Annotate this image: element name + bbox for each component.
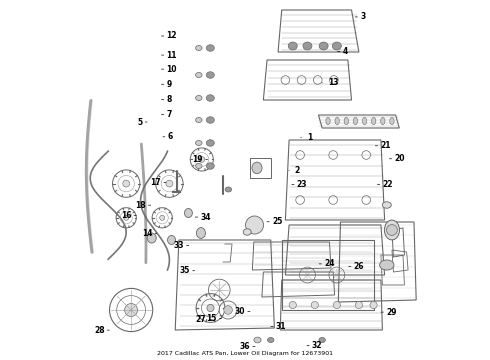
Text: 33: 33	[173, 241, 189, 250]
Circle shape	[166, 180, 173, 187]
Ellipse shape	[206, 140, 214, 146]
Text: 16: 16	[121, 211, 136, 220]
Text: 25: 25	[267, 217, 282, 226]
Text: 18: 18	[135, 201, 151, 210]
Circle shape	[355, 301, 363, 309]
Ellipse shape	[243, 229, 251, 235]
Text: 14: 14	[142, 229, 157, 238]
Ellipse shape	[254, 337, 261, 343]
Circle shape	[207, 305, 214, 312]
Text: 36: 36	[240, 342, 255, 351]
Text: 19: 19	[193, 155, 208, 164]
Ellipse shape	[288, 42, 297, 50]
Text: 1: 1	[301, 133, 312, 142]
Circle shape	[199, 157, 205, 162]
Circle shape	[123, 180, 130, 187]
Circle shape	[387, 225, 397, 235]
Ellipse shape	[206, 117, 214, 123]
Ellipse shape	[371, 117, 376, 125]
Ellipse shape	[319, 337, 325, 342]
Ellipse shape	[353, 117, 358, 125]
Ellipse shape	[381, 117, 385, 125]
Circle shape	[370, 301, 377, 309]
Ellipse shape	[382, 202, 392, 208]
Text: 13: 13	[322, 78, 338, 87]
Ellipse shape	[196, 72, 202, 77]
Text: 2017 Cadillac ATS Pan, Lower Oil Diagram for 12673901: 2017 Cadillac ATS Pan, Lower Oil Diagram…	[157, 351, 333, 356]
Ellipse shape	[206, 163, 214, 169]
Circle shape	[311, 301, 318, 309]
Ellipse shape	[196, 45, 202, 50]
Ellipse shape	[168, 235, 175, 244]
Circle shape	[124, 303, 138, 316]
Text: 17: 17	[150, 178, 166, 187]
Text: 27: 27	[196, 315, 211, 324]
Text: 15: 15	[207, 314, 221, 323]
Text: 22: 22	[377, 180, 393, 189]
Ellipse shape	[390, 117, 394, 125]
Ellipse shape	[326, 117, 330, 125]
Ellipse shape	[196, 228, 205, 238]
Text: 5: 5	[137, 117, 147, 126]
Text: 11: 11	[162, 50, 177, 59]
Text: 4: 4	[338, 47, 348, 56]
Text: 10: 10	[162, 65, 177, 74]
Circle shape	[224, 306, 232, 314]
Circle shape	[333, 301, 341, 309]
Text: 2: 2	[289, 166, 300, 175]
Circle shape	[289, 301, 296, 309]
Text: 24: 24	[319, 259, 335, 269]
Ellipse shape	[196, 117, 202, 122]
Text: 12: 12	[162, 31, 177, 40]
Text: 29: 29	[381, 307, 396, 317]
Text: 8: 8	[162, 95, 172, 104]
Ellipse shape	[196, 163, 202, 168]
Ellipse shape	[384, 220, 399, 240]
Text: 23: 23	[292, 180, 307, 189]
Text: 26: 26	[349, 262, 364, 271]
Ellipse shape	[184, 208, 193, 217]
Circle shape	[123, 215, 129, 220]
Ellipse shape	[147, 233, 156, 243]
Ellipse shape	[196, 140, 202, 145]
Text: 31: 31	[271, 322, 287, 331]
Text: 30: 30	[235, 307, 250, 316]
Text: 32: 32	[307, 341, 322, 350]
Text: 7: 7	[162, 110, 172, 119]
Ellipse shape	[206, 95, 214, 101]
Text: 9: 9	[162, 80, 172, 89]
Ellipse shape	[206, 45, 214, 51]
Text: 28: 28	[94, 325, 109, 335]
Ellipse shape	[268, 337, 274, 342]
Ellipse shape	[303, 42, 312, 50]
Ellipse shape	[225, 187, 232, 192]
Circle shape	[160, 215, 165, 220]
Ellipse shape	[335, 117, 339, 125]
Ellipse shape	[252, 162, 262, 174]
Ellipse shape	[196, 95, 202, 100]
Ellipse shape	[332, 42, 342, 50]
Bar	[250, 158, 271, 178]
Circle shape	[245, 216, 264, 234]
Ellipse shape	[344, 117, 348, 125]
Text: 21: 21	[375, 141, 391, 150]
Ellipse shape	[380, 260, 394, 270]
Text: 20: 20	[390, 154, 405, 163]
Ellipse shape	[206, 72, 214, 78]
Text: 34: 34	[196, 212, 211, 221]
Text: 6: 6	[163, 132, 173, 141]
Ellipse shape	[363, 117, 367, 125]
Ellipse shape	[319, 42, 328, 50]
Text: 35: 35	[179, 266, 195, 275]
Text: 3: 3	[355, 12, 366, 22]
